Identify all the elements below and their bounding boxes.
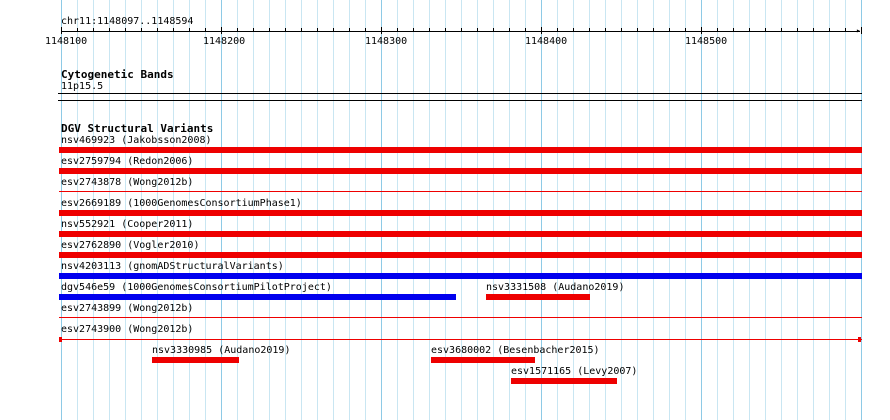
variant-label[interactable]: nsv469923 (Jakobsson2008) xyxy=(61,135,212,146)
variant-label[interactable]: esv2669189 (1000GenomesConsortiumPhase1) xyxy=(61,198,302,209)
variant-label[interactable]: nsv4203113 (gnomADStructuralVariants) xyxy=(61,261,284,272)
variant-feature[interactable] xyxy=(59,191,862,192)
ruler-tick-mark xyxy=(733,28,734,32)
ruler-tick-mark xyxy=(557,28,558,32)
variant-label[interactable]: esv1571165 (Levy2007) xyxy=(511,366,638,377)
cytoband-bar-top xyxy=(58,93,862,94)
ruler-tick-mark xyxy=(749,28,750,32)
ruler-tick-mark xyxy=(573,28,574,32)
ruler-axis xyxy=(61,31,860,32)
ruler-tick-mark xyxy=(701,27,702,34)
ruler-tick-mark xyxy=(525,28,526,32)
variant-feature[interactable] xyxy=(511,378,617,384)
variant-feature[interactable] xyxy=(59,273,862,279)
ruler-tick-mark xyxy=(541,27,542,34)
ruler-tick-mark xyxy=(221,27,222,34)
variant-feature[interactable] xyxy=(431,357,535,363)
variant-label[interactable]: esv2743878 (Wong2012b) xyxy=(61,177,194,188)
ruler-tick-mark xyxy=(109,28,110,32)
ruler-tick-mark xyxy=(605,28,606,32)
variant-feature[interactable] xyxy=(486,294,590,300)
ruler-tick-mark xyxy=(253,28,254,32)
ruler-tick-mark xyxy=(781,28,782,32)
ruler-tick-mark xyxy=(205,28,206,32)
ruler-tick-mark xyxy=(333,28,334,32)
ruler-tick-mark xyxy=(477,28,478,32)
variant-feature[interactable] xyxy=(59,210,862,216)
ruler-tick-label: 1148500 xyxy=(685,36,728,47)
ruler-tick-mark xyxy=(637,28,638,32)
ruler-tick-label: 1148300 xyxy=(365,36,408,47)
feature-right-endcap xyxy=(858,337,861,342)
cytoband-label: 11p15.5 xyxy=(61,81,104,92)
ruler-tick-mark xyxy=(189,28,190,32)
variant-feature[interactable] xyxy=(59,168,862,174)
ruler-tick-mark xyxy=(445,28,446,32)
variant-label[interactable]: dgv546e59 (1000GenomesConsortiumPilotPro… xyxy=(61,282,332,293)
ruler-tick-mark xyxy=(237,28,238,32)
variant-label[interactable]: esv2762890 (Vogler2010) xyxy=(61,240,200,251)
ruler-tick-mark xyxy=(269,28,270,32)
ruler-tick-mark xyxy=(397,28,398,32)
ruler-tick-mark xyxy=(141,28,142,32)
ruler-tick-mark xyxy=(797,28,798,32)
variant-label[interactable]: esv2743900 (Wong2012b) xyxy=(61,324,194,335)
ruler-tick-label: 1148400 xyxy=(525,36,568,47)
ruler-tick-mark xyxy=(813,28,814,32)
ruler-tick-mark xyxy=(301,28,302,32)
ruler-arrow-icon: ▸ xyxy=(856,26,861,35)
cytoband-bar-bottom xyxy=(58,100,862,101)
ruler-tick-mark xyxy=(125,28,126,32)
variant-label[interactable]: nsv3331508 (Audano2019) xyxy=(486,282,625,293)
ruler-tick-mark xyxy=(93,28,94,32)
variant-feature[interactable] xyxy=(59,339,862,340)
ruler-tick-mark xyxy=(381,27,382,34)
ruler-tick-mark xyxy=(621,28,622,32)
ruler-tick-label: 1148100 xyxy=(45,36,88,47)
cytogenetic-track-title[interactable]: Cytogenetic Bands xyxy=(61,68,174,81)
variant-label[interactable]: esv3680002 (Besenbacher2015) xyxy=(431,345,600,356)
variant-label[interactable]: esv2743899 (Wong2012b) xyxy=(61,303,194,314)
ruler-tick-mark xyxy=(717,28,718,32)
ruler-tick-mark xyxy=(173,28,174,32)
ruler-tick-mark xyxy=(429,28,430,32)
feature-left-endcap xyxy=(59,337,62,342)
ruler-tick-mark xyxy=(589,28,590,32)
ruler-tick-mark xyxy=(685,28,686,32)
ruler-tick-mark xyxy=(157,28,158,32)
ruler-tick-mark xyxy=(829,28,830,32)
variant-label[interactable]: nsv552921 (Cooper2011) xyxy=(61,219,194,230)
variant-feature[interactable] xyxy=(59,147,862,153)
ruler-tick-mark xyxy=(317,28,318,32)
ruler-tick-mark xyxy=(653,28,654,32)
ruler-tick-mark xyxy=(349,28,350,32)
ruler-tick-mark xyxy=(461,28,462,32)
region-label: chr11:1148097..1148594 xyxy=(61,16,194,27)
ruler-tick-mark xyxy=(61,27,62,34)
variant-label[interactable]: esv2759794 (Redon2006) xyxy=(61,156,194,167)
ruler-tick-mark xyxy=(365,28,366,32)
ruler-tick-mark xyxy=(509,28,510,32)
dgv-track-title[interactable]: DGV Structural Variants xyxy=(61,122,214,135)
variant-feature[interactable] xyxy=(59,252,862,258)
ruler-tick-mark xyxy=(845,28,846,32)
ruler-tick-label: 1148200 xyxy=(203,36,246,47)
ruler-tick-mark xyxy=(77,28,78,32)
variant-feature[interactable] xyxy=(59,231,862,237)
variant-feature[interactable] xyxy=(152,357,239,363)
ruler-tick-mark xyxy=(765,28,766,32)
ruler-tick-mark xyxy=(669,28,670,32)
ruler-tick-mark xyxy=(413,28,414,32)
ruler-tick-mark xyxy=(493,28,494,32)
ruler-tick-mark xyxy=(861,27,862,34)
variant-label[interactable]: nsv3330985 (Audano2019) xyxy=(152,345,291,356)
variant-feature[interactable] xyxy=(59,294,456,300)
variant-feature[interactable] xyxy=(59,317,862,318)
ruler-tick-mark xyxy=(285,28,286,32)
